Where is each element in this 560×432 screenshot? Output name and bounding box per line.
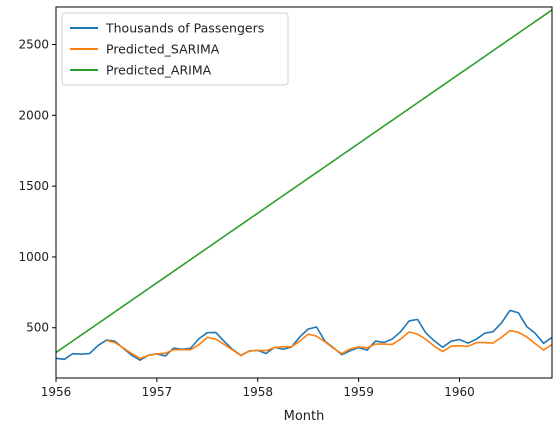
x-tick-label-0: 1956 xyxy=(41,385,72,399)
x-axis: 1956 1957 1958 1959 1960 xyxy=(41,378,475,399)
legend-label-1: Predicted_SARIMA xyxy=(106,42,220,57)
x-tick-label-4: 1960 xyxy=(444,385,475,399)
legend-box xyxy=(61,12,289,86)
y-tick-label-1: 1000 xyxy=(18,250,49,264)
series-layer xyxy=(55,9,553,361)
y-tick-label-3: 2000 xyxy=(18,108,49,122)
x-tick-label-3: 1959 xyxy=(343,385,374,399)
y-tick-label-4: 2500 xyxy=(18,38,49,52)
x-tick-label-1: 1957 xyxy=(142,385,173,399)
series-line-0 xyxy=(55,309,553,361)
series-line-1 xyxy=(106,329,553,360)
y-tick-label-2: 1500 xyxy=(18,179,49,193)
x-tick-label-2: 1958 xyxy=(242,385,273,399)
y-tick-label-0: 500 xyxy=(26,321,49,335)
x-axis-label: Month xyxy=(284,409,325,424)
series-line-2 xyxy=(55,9,553,354)
legend: Thousands of Passengers Predicted_SARIMA P… xyxy=(61,12,289,86)
y-axis: 500 1000 1500 2000 2500 xyxy=(18,38,56,335)
legend-label-0: Thousands of Passengers xyxy=(105,21,264,36)
legend-label-2: Predicted_ARIMA xyxy=(106,63,212,78)
plot-frame xyxy=(55,6,553,379)
